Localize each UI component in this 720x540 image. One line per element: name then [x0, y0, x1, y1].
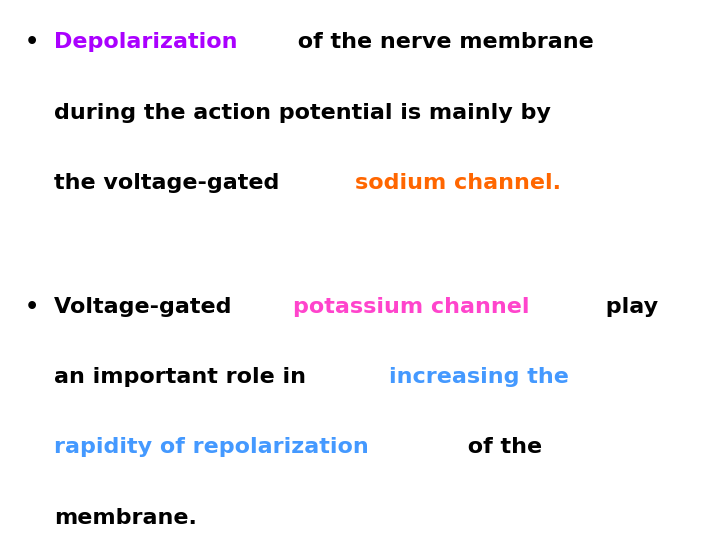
Text: play: play: [598, 297, 658, 317]
Text: membrane.: membrane.: [54, 508, 197, 528]
Text: of the: of the: [460, 437, 542, 457]
Text: the voltage-gated: the voltage-gated: [54, 173, 287, 193]
Text: an important role in: an important role in: [54, 367, 314, 387]
Text: of the nerve membrane: of the nerve membrane: [290, 32, 594, 52]
Text: •: •: [25, 297, 48, 317]
Text: during the action potential is mainly by: during the action potential is mainly by: [54, 103, 551, 123]
Text: Voltage-gated: Voltage-gated: [53, 297, 239, 317]
Text: Depolarization: Depolarization: [53, 32, 237, 52]
Text: potassium channel: potassium channel: [292, 297, 529, 317]
Text: increasing the: increasing the: [390, 367, 569, 387]
Text: •: •: [25, 32, 48, 52]
Text: rapidity of repolarization: rapidity of repolarization: [54, 437, 369, 457]
Text: sodium channel.: sodium channel.: [355, 173, 561, 193]
